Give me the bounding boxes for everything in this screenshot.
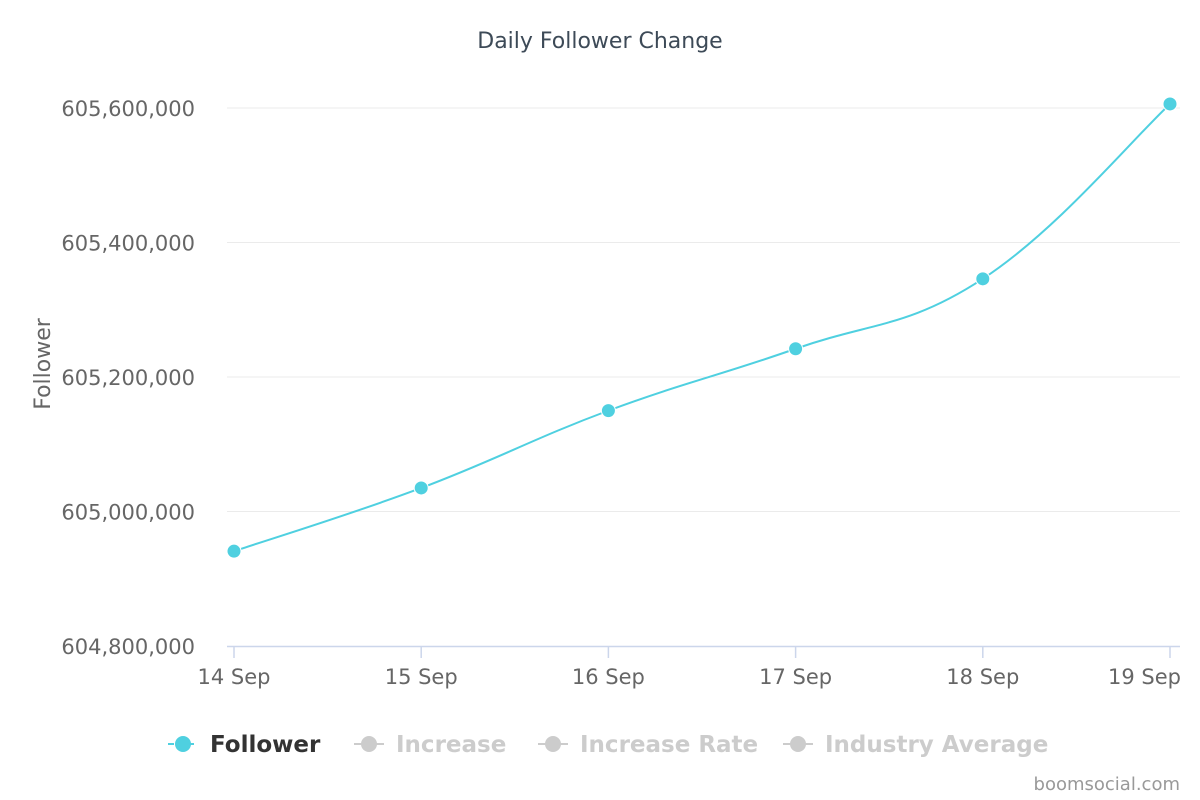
x-tick-label: 19 Sep <box>1108 665 1181 689</box>
legend-marker <box>175 736 191 752</box>
x-tick-label: 14 Sep <box>198 665 271 689</box>
legend-item[interactable]: Increase <box>354 732 506 758</box>
data-point[interactable] <box>226 543 242 559</box>
x-tick-label: 18 Sep <box>946 665 1019 689</box>
data-point[interactable] <box>1162 96 1178 112</box>
legend-item[interactable]: Increase Rate <box>538 732 758 758</box>
series-line <box>233 103 1171 553</box>
x-tick-label: 17 Sep <box>759 665 832 689</box>
y-tick-label: 605,400,000 <box>61 232 195 256</box>
y-tick-label: 604,800,000 <box>61 635 195 659</box>
data-point[interactable] <box>413 480 429 496</box>
x-axis: 14 Sep 15 Sep 16 Sep 17 Sep 18 Sep 19 Sep <box>198 645 1181 689</box>
data-point[interactable] <box>788 341 804 357</box>
data-point[interactable] <box>975 271 991 287</box>
y-tick-label: 605,600,000 <box>61 97 195 121</box>
y-axis-label: Follower <box>31 317 56 410</box>
legend-marker <box>545 736 561 752</box>
legend-label: Increase <box>396 732 506 758</box>
legend-label: Follower <box>210 732 321 758</box>
y-tick-label: 605,000,000 <box>61 501 195 525</box>
y-tick-label: 605,200,000 <box>61 366 195 390</box>
legend-item[interactable]: Follower <box>168 732 321 758</box>
legend: Follower Increase Increase Rate Industry Av… <box>168 732 1048 758</box>
legend-label: Increase Rate <box>580 732 758 758</box>
data-point[interactable] <box>600 403 616 419</box>
y-axis-ticks: 604,800,000 605,000,000 605,200,000 605,400… <box>61 97 195 659</box>
legend-label: Industry Average <box>825 732 1048 758</box>
legend-marker <box>361 736 377 752</box>
legend-item[interactable]: Industry Average <box>783 732 1048 758</box>
chart-title: Daily Follower Change <box>477 29 722 54</box>
legend-marker <box>790 736 806 752</box>
series-follower[interactable] <box>226 96 1178 559</box>
gridlines <box>227 107 1180 512</box>
x-tick-label: 16 Sep <box>572 665 645 689</box>
credit-text[interactable]: boomsocial.com <box>1034 774 1180 795</box>
x-tick-label: 15 Sep <box>385 665 458 689</box>
